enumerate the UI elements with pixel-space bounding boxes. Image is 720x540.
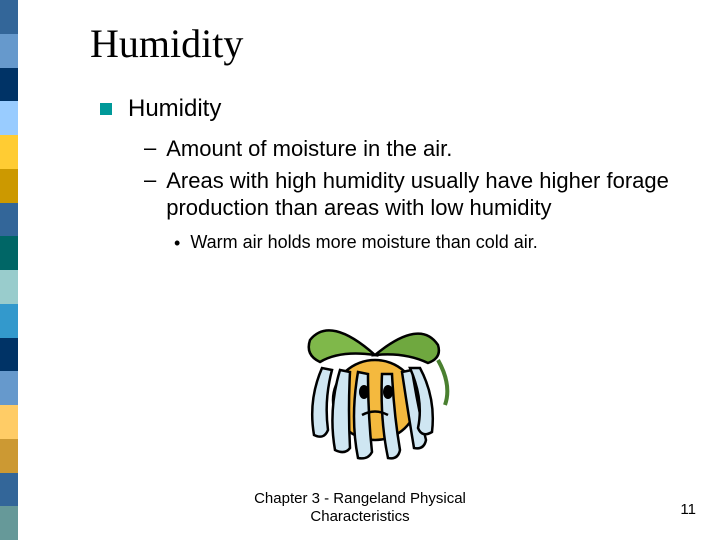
sidebar-color-block	[0, 405, 18, 439]
bullet-text: Humidity	[128, 95, 221, 123]
sidebar-color-block	[0, 304, 18, 338]
sidebar-color-block	[0, 169, 18, 203]
sub-bullet-item: – Amount of moisture in the air.	[144, 135, 690, 163]
subsub-bullet-list: • Warm air holds more moisture than cold…	[174, 232, 690, 254]
sidebar-color-block	[0, 0, 18, 34]
sidebar-color-block	[0, 135, 18, 169]
sub-bullet-text: Areas with high humidity usually have hi…	[166, 167, 690, 222]
sidebar-color-block	[0, 371, 18, 405]
sidebar-color-block	[0, 439, 18, 473]
dot-icon: •	[174, 233, 180, 254]
bullet-level-1: Humidity	[100, 95, 690, 123]
clipart-image	[280, 300, 470, 470]
sub-bullet-list: – Amount of moisture in the air. – Areas…	[144, 135, 690, 222]
sub-bullet-text: Amount of moisture in the air.	[166, 135, 452, 163]
wilted-plant-icon	[280, 300, 470, 470]
dash-icon: –	[144, 135, 156, 161]
sidebar-color-block	[0, 101, 18, 135]
sub-bullet-item: – Areas with high humidity usually have …	[144, 167, 690, 222]
slide-footer: Chapter 3 - Rangeland Physical Character…	[0, 490, 720, 526]
square-bullet-icon	[100, 103, 112, 115]
sidebar-color-block	[0, 236, 18, 270]
sidebar-color-block	[0, 270, 18, 304]
slide-content: Humidity Humidity – Amount of moisture i…	[90, 20, 690, 254]
decorative-sidebar	[0, 0, 18, 540]
footer-text-line2: Characteristics	[310, 508, 409, 525]
subsub-bullet-text: Warm air holds more moisture than cold a…	[190, 232, 537, 253]
page-number: 11	[680, 501, 696, 518]
subsub-bullet-item: • Warm air holds more moisture than cold…	[174, 232, 690, 254]
sidebar-color-block	[0, 203, 18, 237]
dash-icon: –	[144, 167, 156, 193]
slide-title: Humidity	[90, 20, 690, 67]
sidebar-color-block	[0, 68, 18, 102]
footer-text-line1: Chapter 3 - Rangeland Physical	[254, 490, 466, 507]
sidebar-color-block	[0, 338, 18, 372]
sidebar-color-block	[0, 34, 18, 68]
